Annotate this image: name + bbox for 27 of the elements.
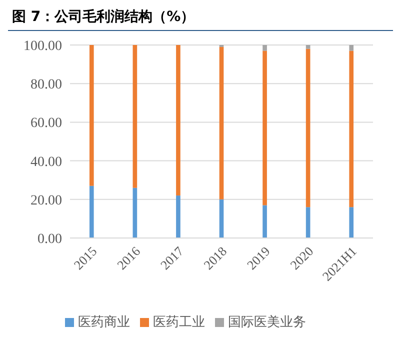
bar [306, 45, 310, 49]
bar [219, 46, 224, 200]
bar [89, 45, 94, 186]
bar [132, 188, 138, 238]
bar [349, 207, 354, 238]
legend-label: 医药工业 [153, 315, 205, 330]
y-tick-label: 0.00 [38, 232, 62, 247]
y-tick-label: 60.00 [30, 116, 62, 132]
bar [176, 45, 180, 196]
y-tick-label: 40.00 [30, 154, 62, 170]
legend-label: 国际医美业务 [228, 315, 306, 330]
bar [262, 45, 267, 51]
bar [306, 207, 310, 238]
legend-label: 医药商业 [78, 315, 130, 330]
bar [306, 48, 310, 208]
bar [349, 45, 354, 51]
bar [132, 45, 138, 188]
bar [349, 50, 354, 208]
bar [262, 205, 267, 238]
bar [262, 50, 267, 206]
y-tick-label: 20.00 [30, 193, 62, 208]
bar [176, 196, 180, 238]
chart-title: 图 7：公司毛利润结构（%） [8, 8, 393, 31]
bar [219, 199, 224, 238]
bar [89, 186, 94, 238]
y-tick-label: 80.00 [30, 78, 62, 93]
y-tick-label: 100.00 [24, 38, 62, 54]
